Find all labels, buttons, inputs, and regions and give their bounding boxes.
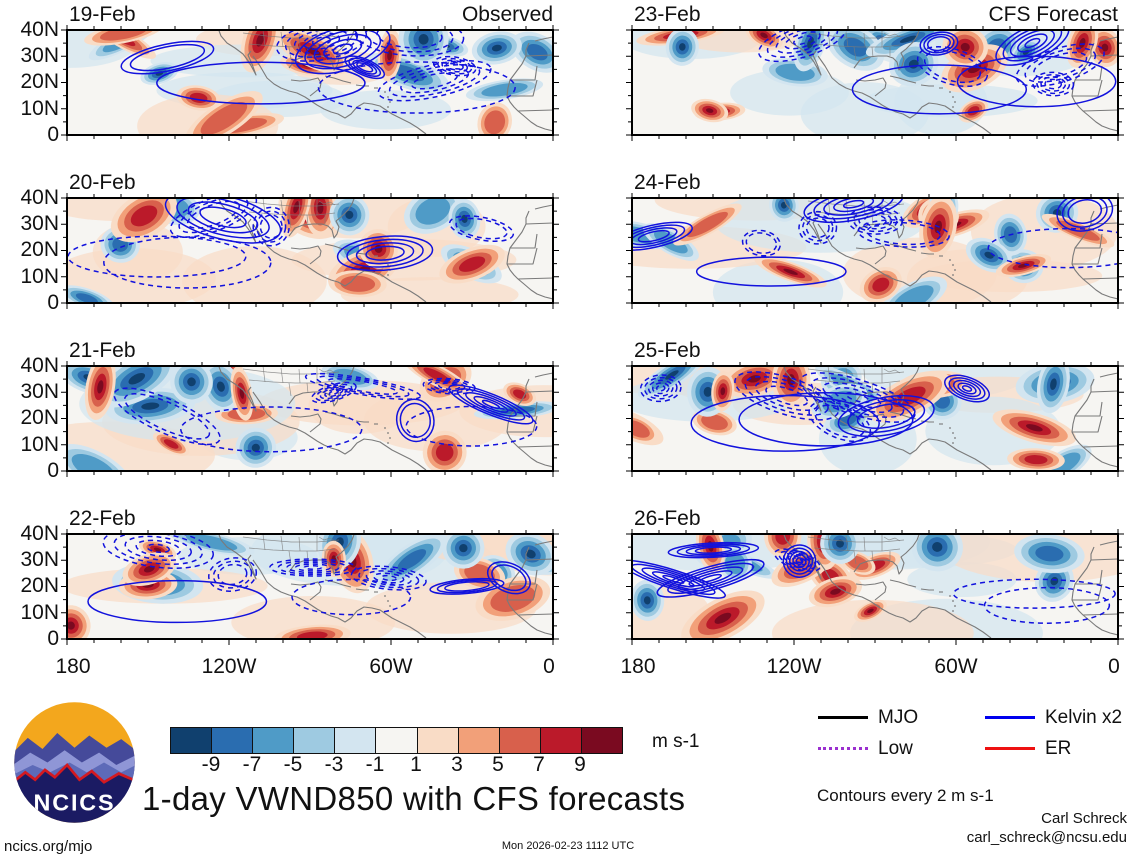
map-panel-obs-19feb: 19-Feb Observed 40N 30N 20N 10N 0	[20, 3, 559, 146]
colorbar-tick-label: -7	[242, 753, 262, 776]
colorbar-segment	[171, 728, 212, 753]
legend-label-kelvin: Kelvin x2	[1045, 707, 1123, 728]
y-axis-label: 20N	[20, 238, 59, 261]
legend-label-er: ER	[1045, 738, 1072, 759]
colorbar-tick-label: 9	[574, 753, 586, 776]
credit-name: Carl Schreck	[1041, 810, 1127, 827]
panel-date-label: 22-Feb	[69, 507, 136, 530]
map-panel-obs-21feb: 21-Feb 40N 30N 20N 10N 0	[20, 339, 559, 482]
colorbar-segment	[498, 728, 540, 753]
footer-timestamp: Mon 2026-02-23 1112 UTC	[501, 840, 635, 852]
map-panel-obs-20feb: 20-Feb 40N 30N 20N 10N 0	[20, 171, 559, 314]
colorbar-segment	[416, 728, 458, 753]
colorbar-tick-label: 7	[533, 753, 545, 776]
map-plot	[626, 529, 1124, 645]
colorbar-tick-label: -1	[365, 753, 385, 776]
x-axis-label: 60W	[369, 655, 413, 678]
y-axis-label: 10N	[20, 433, 59, 456]
map-plot	[61, 529, 559, 645]
colorbar-segment	[293, 728, 335, 753]
y-axis-label: 20N	[20, 70, 59, 93]
legend-label-low: Low	[878, 738, 913, 759]
y-axis-label: 10N	[20, 601, 59, 624]
y-axis-label: 0	[47, 459, 59, 482]
colorbar-tick-label: 3	[451, 753, 463, 776]
map-plot	[626, 361, 1124, 477]
panel-date-label: 20-Feb	[69, 171, 136, 194]
credit-email[interactable]: carl_schreck@ncsu.edu	[966, 829, 1127, 846]
legend-line-mjo	[818, 716, 868, 719]
colorbar-tick-label: -3	[324, 753, 344, 776]
y-axis-label: 30N	[20, 548, 59, 571]
panel-date-label: 21-Feb	[69, 339, 136, 362]
panel-source-label: Observed	[461, 3, 553, 26]
colorbar-tick-label: -5	[283, 753, 303, 776]
colorbar-tick-label: -9	[201, 753, 221, 776]
map-plot	[61, 193, 559, 309]
x-axis-label: 120W	[201, 655, 257, 678]
map-plot	[61, 361, 559, 477]
map-plot	[626, 25, 1124, 141]
y-axis-label: 30N	[20, 380, 59, 403]
legend-label-mjo: MJO	[878, 707, 919, 728]
x-axis-label: 120W	[766, 655, 822, 678]
map-plot	[61, 25, 559, 141]
panel-date-label: 26-Feb	[634, 507, 701, 530]
x-axis-right: 180 120W 60W 0	[620, 655, 1120, 681]
x-axis-label: 180	[620, 655, 656, 678]
logo-ridge-line	[14, 762, 135, 784]
map-panel-fc-24feb: 24-Feb	[626, 171, 1124, 309]
x-axis-label: 180	[55, 655, 91, 678]
colorbar-segment	[457, 728, 499, 753]
y-axis-label: 40N	[20, 354, 59, 377]
logo-text: NCICS	[34, 789, 116, 815]
colorbar-segment	[375, 728, 417, 753]
legend-line-er	[985, 747, 1035, 750]
colorbar-tick-label: 1	[410, 753, 422, 776]
colorbar-segment	[334, 728, 376, 753]
ncics-logo: NCICS	[14, 702, 135, 823]
contour-interval-note: Contours every 2 m s-1	[817, 786, 994, 805]
footer-link[interactable]: ncics.org/mjo	[4, 838, 93, 855]
colorbar	[170, 727, 623, 754]
legend-line-low	[818, 747, 868, 750]
logo-base	[14, 764, 135, 823]
y-axis-label: 0	[47, 123, 59, 146]
page-title: 1-day VWND850 with CFS forecasts	[142, 780, 686, 817]
y-axis-label: 30N	[20, 44, 59, 67]
y-axis-label: 30N	[20, 212, 59, 235]
y-axis-label: 20N	[20, 574, 59, 597]
x-axis-left: 180 120W 60W 0	[55, 655, 555, 681]
y-axis-label: 10N	[20, 265, 59, 288]
panel-date-label: 24-Feb	[634, 171, 701, 194]
map-panel-fc-23feb: 23-Feb CFS Forecast	[626, 3, 1124, 141]
y-axis-label: 0	[47, 291, 59, 314]
y-axis-label: 10N	[20, 97, 59, 120]
panel-date-label: 25-Feb	[634, 339, 701, 362]
map-panel-fc-25feb: 25-Feb	[626, 339, 1124, 477]
y-axis-label: 40N	[20, 186, 59, 209]
y-axis-label: 20N	[20, 406, 59, 429]
colorbar-segment	[211, 728, 253, 753]
legend-line-kelvin	[985, 716, 1035, 719]
colorbar-segment	[539, 728, 581, 753]
x-axis-label: 60W	[934, 655, 978, 678]
map-plot	[626, 193, 1124, 309]
panel-source-label: CFS Forecast	[988, 3, 1118, 26]
y-axis-label: 40N	[20, 18, 59, 41]
colorbar-units-label: m s-1	[652, 731, 700, 752]
panel-date-label: 19-Feb	[69, 3, 136, 26]
x-axis-label: 0	[1108, 655, 1120, 678]
colorbar-segment	[580, 728, 623, 753]
colorbar-tick-label: 5	[492, 753, 504, 776]
y-axis-label: 0	[47, 627, 59, 650]
map-panel-obs-22feb: 22-Feb 40N 30N 20N 10N 0	[20, 507, 559, 650]
map-panel-fc-26feb: 26-Feb	[626, 507, 1124, 645]
panel-date-label: 23-Feb	[634, 3, 701, 26]
y-axis-label: 40N	[20, 522, 59, 545]
colorbar-segment	[252, 728, 294, 753]
x-axis-label: 0	[543, 655, 555, 678]
